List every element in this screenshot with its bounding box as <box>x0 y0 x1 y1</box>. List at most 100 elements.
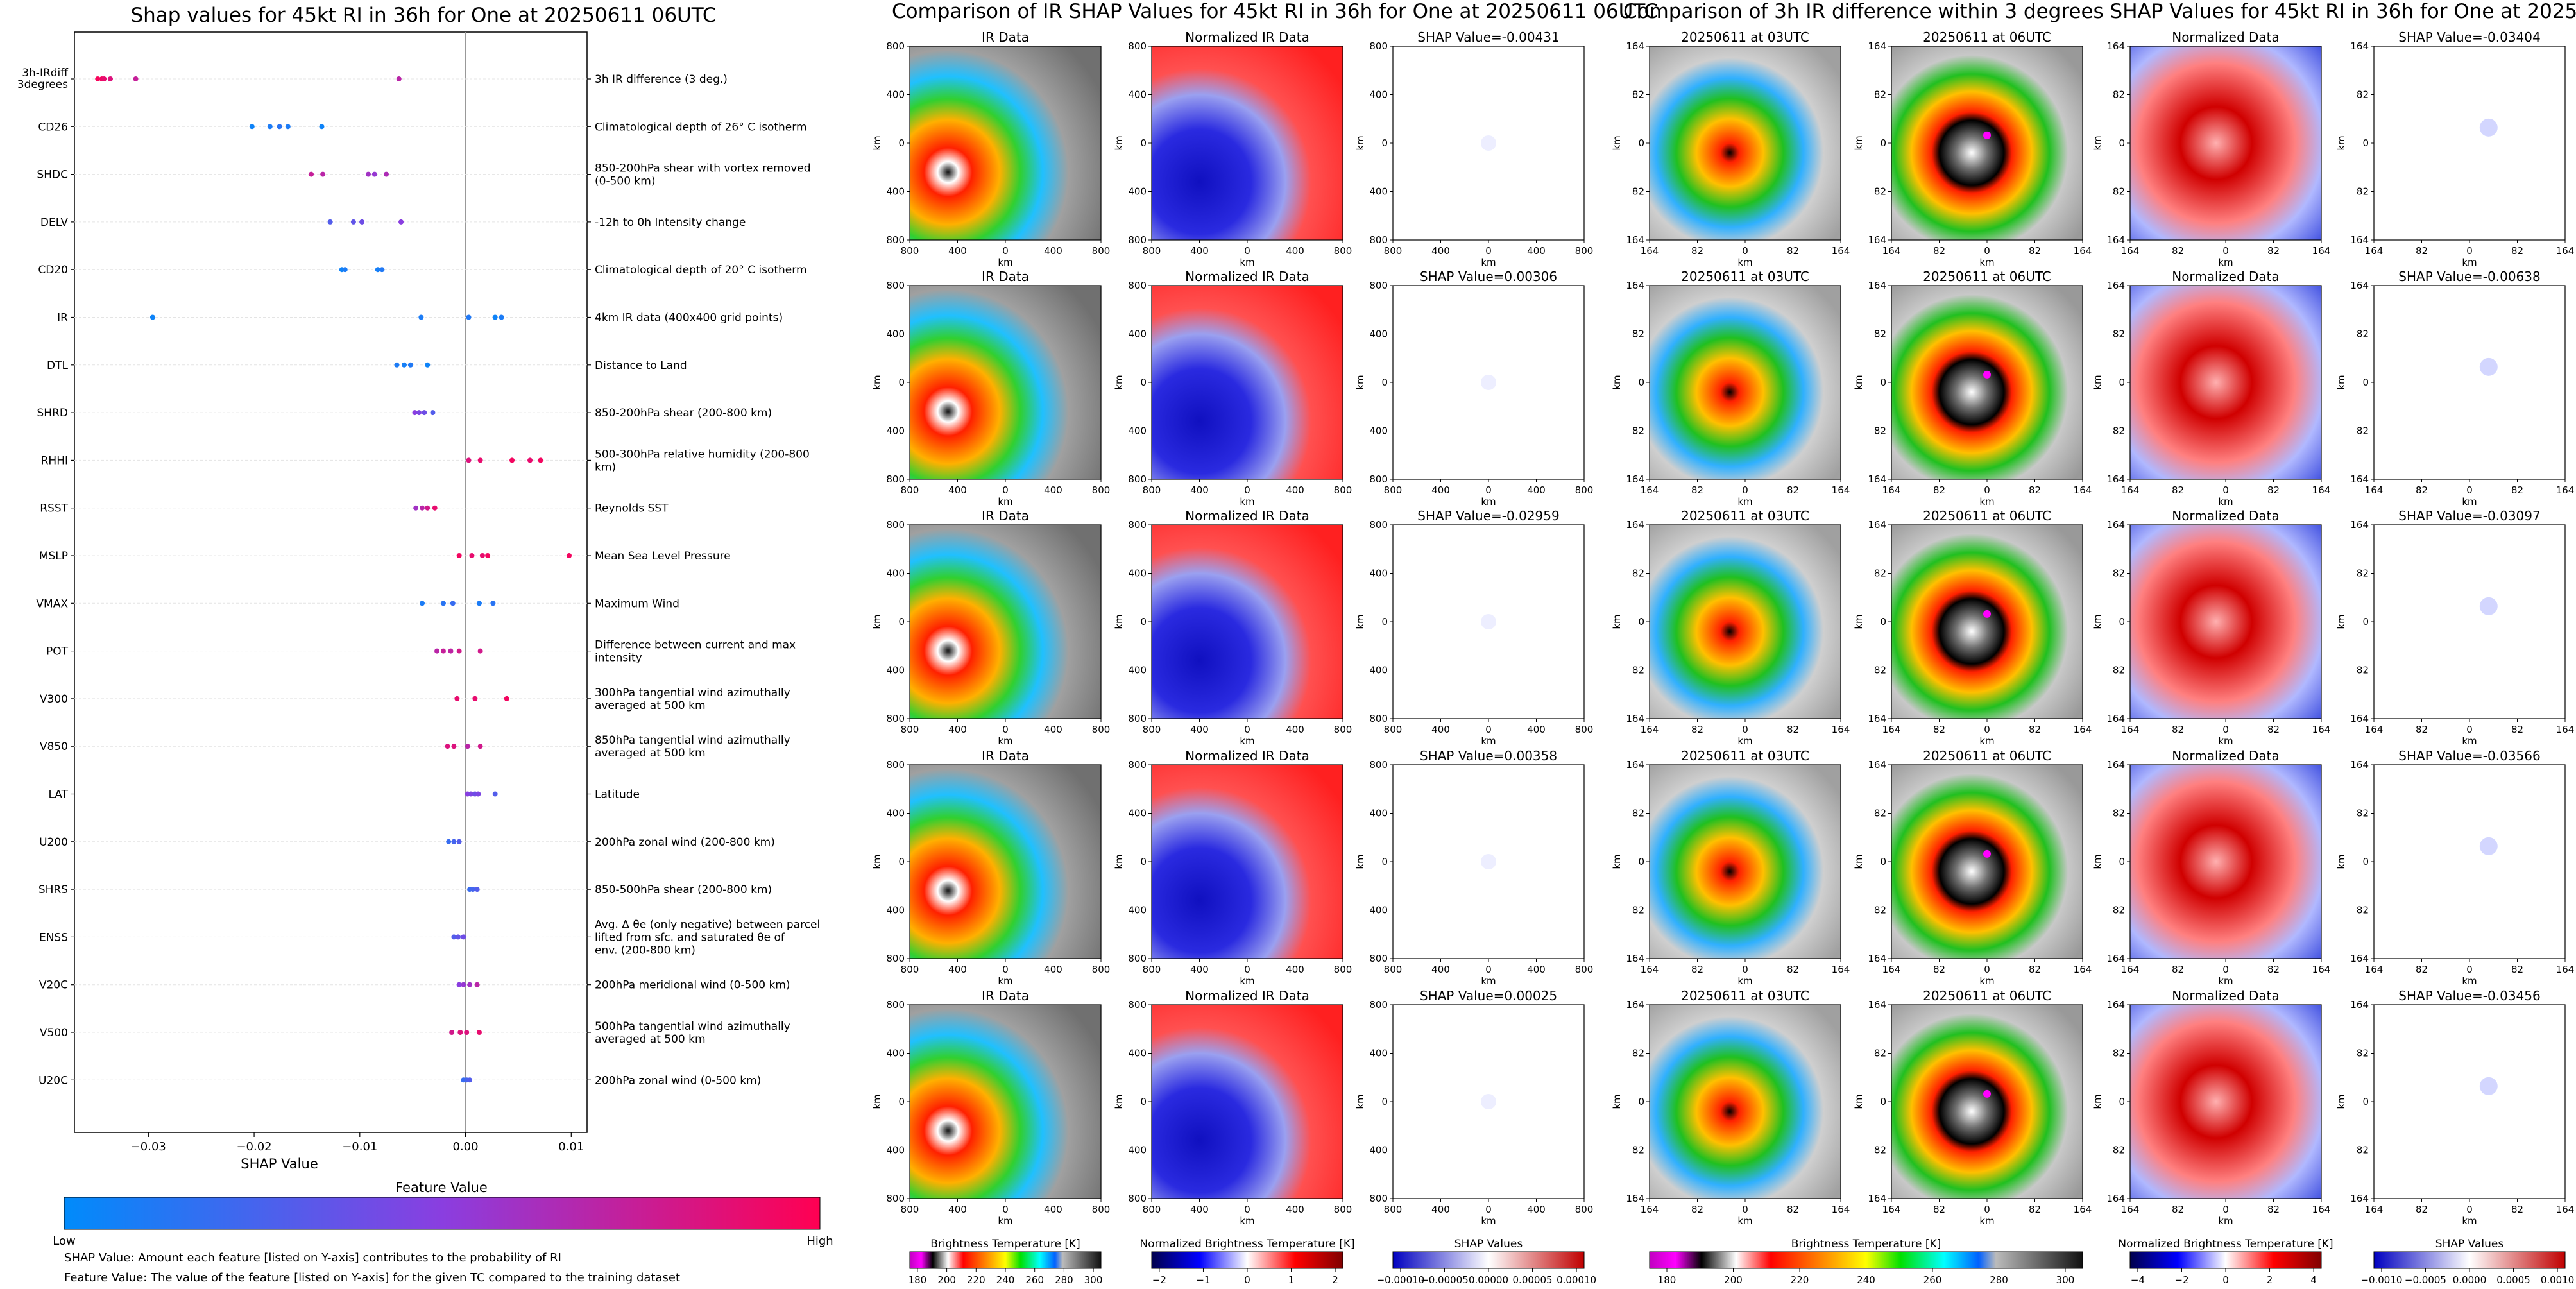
shap-point <box>309 171 314 177</box>
feature-description: Mean Sea Level Pressure <box>595 550 731 563</box>
x-axis-label: km <box>1737 257 1752 268</box>
x-tick-label: 164 <box>1882 245 1901 257</box>
panel-title: SHAP Value=0.00358 <box>1420 748 1557 764</box>
y-tick-label: 82 <box>2357 1048 2369 1059</box>
eye-marker <box>1983 370 1991 379</box>
x-tick-label: 164 <box>1641 724 1659 735</box>
colorbar-label: SHAP Values <box>2435 1238 2504 1251</box>
panel-title: 20250611 at 06UTC <box>1923 988 2051 1003</box>
shap-point <box>479 553 485 558</box>
x-tick-label: 164 <box>2121 724 2140 735</box>
x-tick-label: 82 <box>2416 484 2428 496</box>
plot-frame <box>74 31 588 1133</box>
shap-point <box>379 267 385 273</box>
x-axis-label: km <box>998 975 1012 987</box>
colorbar-tick-label: 280 <box>1055 1274 1073 1286</box>
x-axis-label: km <box>2462 735 2477 747</box>
colorbar-tick-label: −0.00005 <box>1420 1274 1469 1286</box>
shap-point <box>492 791 498 797</box>
colorbar-tick-label: 4 <box>2310 1274 2317 1286</box>
x-tick-label: 0 <box>2222 484 2229 496</box>
shap-point <box>445 744 450 749</box>
y-tick-label: 800 <box>1128 519 1147 531</box>
x-tick-label: 82 <box>2267 245 2280 257</box>
x-tick-label: 800 <box>1384 964 1403 975</box>
panel-image <box>2129 285 2322 480</box>
panel-image <box>1649 1004 1841 1199</box>
x-tick-label: 0 <box>1984 964 1990 975</box>
y-tick-label: 800 <box>1128 234 1147 246</box>
x-tick-label: 82 <box>2172 724 2184 735</box>
shap-point <box>371 171 377 177</box>
y-tick-label: 164 <box>2350 953 2369 964</box>
y-tick-label: 800 <box>1128 999 1147 1011</box>
x-tick-label: 800 <box>901 964 919 975</box>
y-tick-label: 400 <box>1128 329 1147 340</box>
shap-point <box>422 410 427 416</box>
x-tick-label: 82 <box>2511 1204 2523 1215</box>
y-tick-label: 400 <box>1369 1145 1388 1156</box>
x-tick-label: 800 <box>1092 964 1111 975</box>
x-tick-label: 400 <box>948 964 967 975</box>
y-tick-label: 800 <box>886 519 905 531</box>
y-tick-label: 82 <box>1632 329 1644 340</box>
y-axis-label: km <box>1113 135 1125 150</box>
y-tick-label: 400 <box>886 905 905 916</box>
normalized-data-panel <box>2129 46 2322 241</box>
x-tick-label: 400 <box>1286 964 1304 975</box>
shap-point <box>394 362 400 368</box>
y-tick-label: 400 <box>1369 665 1388 676</box>
shap-irdiff-blob <box>2479 837 2498 855</box>
feature-description: 850-500hPa shear (200-800 km) <box>595 884 772 896</box>
x-tick-label: 82 <box>2029 484 2041 496</box>
feature-code-label: IR <box>57 312 68 325</box>
shap-point <box>446 839 452 844</box>
panel-title: 20250611 at 03UTC <box>1681 30 1809 45</box>
feature-code-label: CD20 <box>38 264 68 277</box>
shap-point <box>101 76 107 81</box>
y-tick-label: 400 <box>1369 186 1388 198</box>
y-tick-label: 0 <box>1381 1096 1388 1107</box>
feature-description: 200hPa zonal wind (200-800 km) <box>595 836 775 849</box>
x-tick-label: 800 <box>1384 1204 1403 1215</box>
normalized-data-panel <box>2129 285 2322 480</box>
shap-point <box>456 982 462 987</box>
x-tick-label: 0 <box>1984 724 1990 735</box>
feature-code-label: U200 <box>39 836 68 849</box>
x-tick-label: 400 <box>948 245 967 257</box>
x-tick-label: 164 <box>2556 1204 2575 1215</box>
y-axis-label: km <box>1113 1094 1125 1109</box>
y-axis-label: km <box>2092 375 2103 389</box>
feature-code-label: LAT <box>48 789 68 801</box>
y-axis-label: km <box>1853 854 1864 869</box>
y-tick-label: 800 <box>1369 280 1388 291</box>
panel-image <box>2129 46 2322 241</box>
y-tick-label: 400 <box>1128 665 1147 676</box>
feature-value-colorbar <box>64 1197 821 1230</box>
y-tick-label: 164 <box>1868 1193 1886 1204</box>
y-tick-label: 0 <box>1140 1096 1147 1107</box>
ir-06utc-panel <box>1891 285 2083 480</box>
ir-data-panel <box>909 524 1102 719</box>
panel-title: SHAP Value=-0.00638 <box>2398 269 2540 284</box>
panel-title: 20250611 at 03UTC <box>1681 508 1809 524</box>
x-tick-label: 82 <box>2029 724 2041 735</box>
y-tick-label: 82 <box>1632 905 1644 916</box>
y-tick-label: 800 <box>1369 999 1388 1011</box>
y-axis-label: km <box>1113 854 1125 869</box>
normalized-ir-panel <box>1151 1004 1343 1199</box>
x-tick-label: 400 <box>1190 245 1209 257</box>
x-tick-label: 800 <box>1334 245 1352 257</box>
x-tick-label: 0 <box>2222 1204 2229 1215</box>
panel-image <box>2373 46 2566 241</box>
x-tick-label: 0 <box>1002 964 1009 975</box>
y-tick-label: 164 <box>2106 474 2125 485</box>
feature-description-line: averaged at 500 km <box>595 747 706 760</box>
x-axis-label: km <box>1979 1215 1994 1227</box>
y-axis-label: km <box>1354 614 1366 629</box>
x-tick-label: 82 <box>1787 484 1799 496</box>
y-axis-label: km <box>1113 614 1125 629</box>
x-tick-label: 164 <box>2365 1204 2384 1215</box>
x-axis-label: km <box>2218 496 2233 508</box>
y-tick-label: 0 <box>1381 856 1388 867</box>
